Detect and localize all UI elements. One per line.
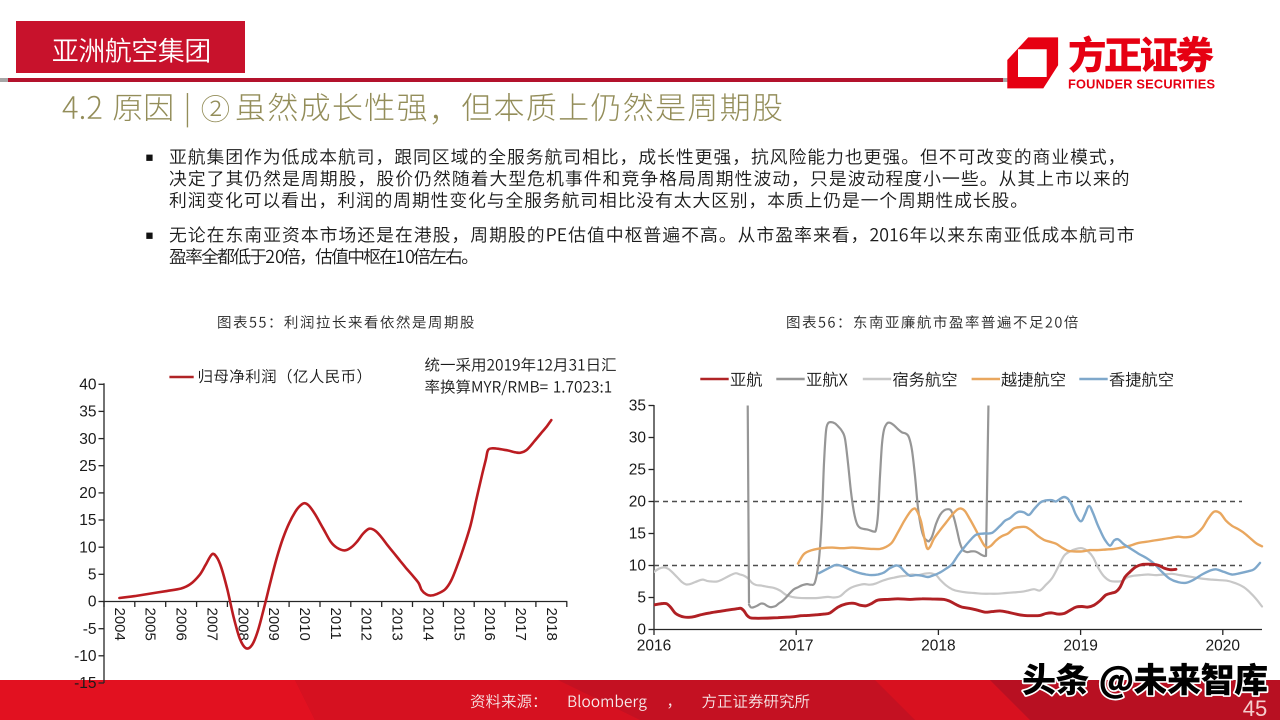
svg-text:0: 0: [88, 594, 97, 611]
svg-text:2020: 2020: [1206, 638, 1241, 655]
svg-text:30: 30: [79, 431, 97, 448]
svg-text:2017: 2017: [512, 608, 529, 641]
svg-text:FOUNDER SECURITIES: FOUNDER SECURITIES: [1068, 77, 1215, 92]
svg-text:10: 10: [79, 539, 97, 556]
svg-text:2005: 2005: [142, 608, 159, 641]
svg-text:2013: 2013: [389, 608, 406, 641]
svg-text:2011: 2011: [327, 608, 344, 640]
svg-text:2016: 2016: [481, 608, 498, 641]
svg-text:45: 45: [1243, 696, 1267, 720]
svg-text:2010: 2010: [296, 608, 313, 641]
svg-text:2008: 2008: [234, 608, 251, 641]
svg-text:-15: -15: [74, 675, 96, 692]
svg-text:2007: 2007: [204, 608, 221, 641]
svg-text:15: 15: [629, 526, 646, 543]
svg-text:-5: -5: [83, 621, 97, 638]
svg-text:2019: 2019: [1063, 638, 1097, 655]
svg-text:5: 5: [637, 590, 646, 607]
svg-text:2018: 2018: [921, 638, 955, 655]
svg-text:40: 40: [79, 377, 97, 394]
svg-text:2016: 2016: [637, 638, 671, 655]
svg-text:30: 30: [629, 430, 647, 447]
svg-text:2018: 2018: [543, 608, 560, 641]
svg-text:2017: 2017: [779, 638, 813, 655]
svg-text:25: 25: [79, 458, 96, 475]
svg-text:25: 25: [629, 462, 646, 479]
svg-text:2015: 2015: [450, 608, 467, 641]
svg-text:10: 10: [629, 558, 647, 575]
svg-text:2009: 2009: [265, 608, 282, 641]
svg-text:15: 15: [79, 512, 96, 529]
svg-text:-10: -10: [74, 648, 97, 665]
svg-text:2004: 2004: [111, 608, 128, 641]
svg-text:2006: 2006: [173, 608, 190, 641]
svg-text:20: 20: [629, 494, 647, 511]
svg-text:0: 0: [637, 622, 646, 639]
svg-text:20: 20: [79, 485, 97, 502]
svg-text:5: 5: [88, 567, 97, 584]
svg-text:2012: 2012: [358, 608, 375, 641]
svg-text:35: 35: [629, 398, 646, 415]
svg-text:35: 35: [79, 404, 96, 421]
svg-text:2014: 2014: [419, 608, 436, 641]
